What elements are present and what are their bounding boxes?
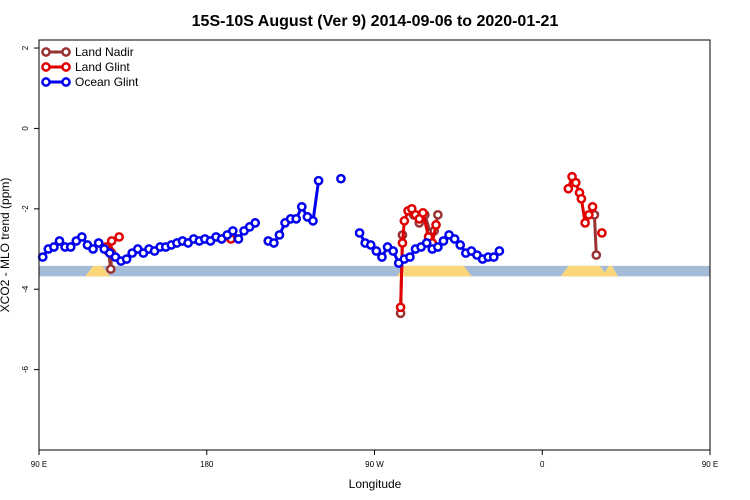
data-point-land-nadir bbox=[591, 250, 602, 260]
data-point-ocean-glint bbox=[93, 238, 104, 248]
data-point-ocean-glint bbox=[296, 201, 307, 212]
data-point-land-glint bbox=[597, 228, 607, 238]
data-point-ocean-glint bbox=[54, 236, 65, 246]
data-point-ocean-glint bbox=[291, 214, 302, 224]
data-point-ocean-glint bbox=[274, 230, 285, 240]
data-point-ocean-glint bbox=[494, 246, 505, 256]
legend-marker bbox=[61, 77, 71, 87]
legend-marker bbox=[41, 62, 51, 72]
y-axis-title: XCO2 - MLO trend (ppm) bbox=[0, 178, 12, 313]
legend-marker bbox=[41, 47, 51, 57]
land-segment bbox=[396, 265, 472, 277]
data-point-land-nadir bbox=[433, 210, 443, 220]
data-point-ocean-glint bbox=[438, 236, 449, 246]
data-point-land-nadir bbox=[105, 264, 116, 274]
data-point-ocean-glint bbox=[455, 240, 466, 250]
data-point-ocean-glint bbox=[227, 226, 238, 236]
data-point-ocean-glint bbox=[121, 254, 132, 264]
series-ocean-glint bbox=[37, 173, 505, 268]
x-tick-label: 0 bbox=[540, 460, 545, 469]
data-point-land-glint bbox=[397, 238, 408, 248]
data-point-ocean-glint bbox=[405, 252, 415, 262]
data-point-land-glint bbox=[583, 210, 594, 220]
data-point-ocean-glint bbox=[488, 252, 499, 262]
data-point-land-glint bbox=[399, 216, 410, 226]
data-point-land-glint bbox=[114, 232, 124, 242]
data-point-land-glint bbox=[418, 207, 428, 218]
data-point-ocean-glint bbox=[377, 252, 387, 262]
land-segment bbox=[85, 265, 111, 277]
land-ocean-band bbox=[39, 265, 710, 277]
data-point-ocean-glint bbox=[354, 228, 365, 238]
y-tick-label: 2 bbox=[21, 45, 30, 50]
series-line-land-nadir bbox=[592, 214, 598, 256]
legend-marker bbox=[61, 62, 71, 72]
y-axis: 2 0 -2 -4 -6 bbox=[21, 45, 39, 373]
x-tick-label: 90 W bbox=[365, 460, 384, 469]
x-tick-label: 90 E bbox=[702, 460, 718, 469]
data-point-ocean-glint bbox=[49, 242, 59, 252]
x-tick-label: 90 E bbox=[31, 460, 47, 469]
y-tick-label: -2 bbox=[21, 205, 30, 213]
data-point-land-glint bbox=[587, 201, 598, 212]
legend-item-land-nadir: Land Nadir bbox=[41, 45, 134, 59]
data-point-ocean-glint bbox=[421, 238, 432, 248]
data-point-land-glint bbox=[576, 193, 587, 204]
data-point-ocean-glint bbox=[88, 244, 98, 254]
chart-title: 15S-10S August (Ver 9) 2014-09-06 to 202… bbox=[192, 13, 559, 30]
data-point-ocean-glint bbox=[313, 175, 324, 186]
data-point-ocean-glint bbox=[371, 246, 382, 256]
legend-label: Ocean Glint bbox=[75, 75, 139, 89]
y-tick-label: -4 bbox=[21, 285, 30, 293]
x-axis-title: Longitude bbox=[349, 477, 402, 491]
x-axis: 90 E 180 90 W 0 90 E bbox=[31, 450, 718, 469]
land-segment bbox=[560, 265, 608, 277]
y-tick-label: -6 bbox=[21, 366, 30, 374]
legend-marker bbox=[61, 47, 71, 57]
legend-label: Land Glint bbox=[75, 60, 130, 74]
data-point-ocean-glint bbox=[77, 232, 87, 242]
y-tick-label: 0 bbox=[21, 126, 30, 131]
data-point-land-glint bbox=[431, 220, 441, 230]
land-segment bbox=[602, 265, 619, 277]
data-point-land-glint bbox=[106, 236, 117, 246]
data-point-ocean-glint bbox=[233, 234, 244, 244]
data-point-land-glint bbox=[580, 218, 590, 228]
data-point-ocean-glint bbox=[269, 238, 279, 248]
data-point-ocean-glint bbox=[449, 234, 460, 244]
data-point-ocean-glint bbox=[365, 240, 376, 250]
data-point-land-glint bbox=[395, 302, 406, 313]
legend-item-land-glint: Land Glint bbox=[41, 60, 130, 74]
data-point-land-glint bbox=[563, 183, 574, 194]
legend-label: Land Nadir bbox=[75, 45, 134, 59]
data-point-ocean-glint bbox=[250, 218, 261, 228]
data-point-ocean-glint bbox=[308, 216, 318, 226]
data-point-ocean-glint bbox=[388, 246, 398, 256]
legend-item-ocean-glint: Ocean Glint bbox=[41, 75, 139, 89]
data-point-land-glint bbox=[570, 177, 581, 188]
legend-marker bbox=[41, 77, 51, 87]
ocean-band bbox=[39, 265, 710, 277]
data-point-ocean-glint bbox=[37, 252, 48, 262]
data-point-ocean-glint bbox=[65, 242, 76, 252]
x-tick-label: 180 bbox=[200, 460, 214, 469]
series-layer bbox=[37, 171, 607, 319]
data-point-ocean-glint bbox=[433, 242, 443, 252]
data-point-ocean-glint bbox=[336, 173, 346, 184]
